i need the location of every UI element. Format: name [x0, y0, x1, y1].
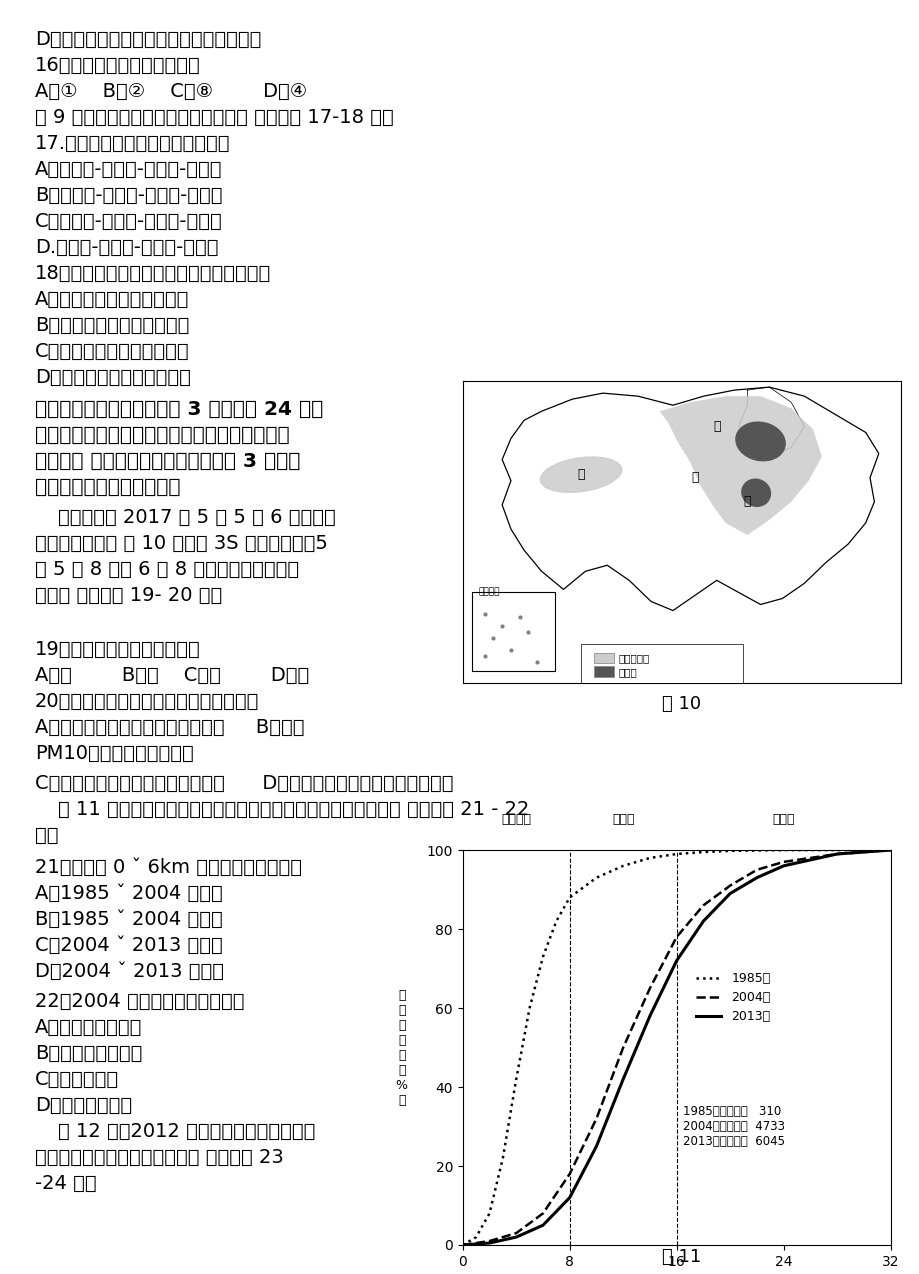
FancyBboxPatch shape — [581, 643, 743, 683]
Y-axis label: 累
计
百
分
比
（
%
）: 累 计 百 分 比 （ % ） — [395, 989, 407, 1107]
Polygon shape — [659, 396, 821, 535]
Text: A．①    B．②    C．⑧        D．④: A．① B．② C．⑧ D．④ — [35, 82, 307, 101]
Text: C．2004 ˇ 2013 年增多: C．2004 ˇ 2013 年增多 — [35, 936, 222, 956]
Text: 16．最适宜种植柑橘的地区是: 16．最适宜种植柑橘的地区是 — [35, 56, 200, 75]
Text: 18．洋山港建设对上海发展最重要的意义是: 18．洋山港建设对上海发展最重要的意义是 — [35, 264, 271, 283]
Text: A．1985 ˇ 2004 年增多: A．1985 ˇ 2004 年增多 — [35, 884, 222, 903]
Text: 21．该城市 0 ˇ 6km 的中心城区企业数量: 21．该城市 0 ˇ 6km 的中心城区企业数量 — [35, 857, 301, 877]
Text: B．1985 ˇ 2004 年减少: B．1985 ˇ 2004 年减少 — [35, 910, 222, 929]
Legend: 1985年, 2004年, 2013年: 1985年, 2004年, 2013年 — [691, 967, 775, 1028]
Text: 近郊区: 近郊区 — [611, 813, 634, 827]
Text: 中心城区: 中心城区 — [501, 813, 530, 827]
Text: 图 10: 图 10 — [662, 696, 701, 713]
Text: 甲: 甲 — [712, 420, 720, 433]
Polygon shape — [502, 387, 878, 610]
Text: 1985年企业总数   310
2004年企业总数  4733
2013年企业总数  6045: 1985年企业总数 310 2004年企业总数 4733 2013年企业总数 6… — [683, 1105, 785, 1148]
FancyBboxPatch shape — [594, 652, 613, 664]
Text: PM10含量，加重大气污染: PM10含量，加重大气污染 — [35, 744, 194, 763]
Text: A．甲        B．乙    C．丙        D．丁: A．甲 B．乙 C．丙 D．丁 — [35, 666, 309, 685]
Text: 图 9 为「上海港口迁移过程示意图」。 读图回答 17-18 题。: 图 9 为「上海港口迁移过程示意图」。 读图回答 17-18 题。 — [35, 108, 393, 127]
Text: A．传播流感病毒，诱发呼吸道疾病     B．增加: A．传播流感病毒，诱发呼吸道疾病 B．增加 — [35, 719, 304, 736]
Text: D．逆城市化阶段: D．逆城市化阶段 — [35, 1096, 132, 1115]
Text: B．深海港-门户港-千流港-支流港: B．深海港-门户港-千流港-支流港 — [35, 186, 222, 205]
Text: 中央气象台 2017 年 5 月 5 日 6 时发布沙: 中央气象台 2017 年 5 月 5 日 6 时发布沙 — [58, 508, 335, 527]
Text: D．2004 ˇ 2013 年减少: D．2004 ˇ 2013 年减少 — [35, 962, 223, 981]
Text: D.支流港-干流港-门户港-深海潜: D.支流港-干流港-门户港-深海潜 — [35, 238, 219, 257]
FancyBboxPatch shape — [594, 666, 613, 676]
Text: 续发展水平的三角形统计图」。 读图回答 23: 续发展水平的三角形统计图」。 读图回答 23 — [35, 1148, 283, 1167]
Text: 月 5 日 8 时至 6 日 8 时全国沙尘落区预报: 月 5 日 8 时至 6 日 8 时全国沙尘落区预报 — [35, 561, 299, 578]
Text: A．门户港-支流港-深海港-千流港: A．门户港-支流港-深海港-千流港 — [35, 161, 222, 180]
Text: C．提升国际航运中心的地位: C．提升国际航运中心的地位 — [35, 341, 189, 361]
Text: D．临近水库，水体对当地气候调节作用强: D．临近水库，水体对当地气候调节作用强 — [35, 31, 261, 48]
Text: 尘暴蓝色预警。 图 10 为运用 3S 技术生成的。5: 尘暴蓝色预警。 图 10 为运用 3S 技术生成的。5 — [35, 534, 327, 553]
Text: 丙: 丙 — [690, 471, 698, 484]
Text: A．促进城市内部功能的变迁: A．促进城市内部功能的变迁 — [35, 290, 189, 310]
Text: C．干流港-门户港-支流港-深海港: C．干流港-门户港-支流港-深海港 — [35, 211, 222, 231]
Text: 南海诸岛: 南海诸岛 — [478, 587, 499, 596]
Text: 错、少选或不选均不得分。: 错、少选或不选均不得分。 — [35, 478, 180, 497]
Text: 乙: 乙 — [576, 468, 584, 482]
Text: B．工业化中期阶段: B．工业化中期阶段 — [35, 1043, 142, 1063]
Text: 图 12 为、2012 年山东半岛部分城市可持: 图 12 为、2012 年山东半岛部分城市可持 — [58, 1122, 315, 1142]
FancyBboxPatch shape — [471, 592, 554, 671]
Text: 在每小题给出的四个选项中，有两项是符合题目: 在每小题给出的四个选项中，有两项是符合题目 — [35, 426, 289, 445]
Text: 图 11: 图 11 — [662, 1249, 701, 1266]
Text: 要求的。 每小题选两项且全选对者得 3 分，选: 要求的。 每小题选两项且全选对者得 3 分，选 — [35, 452, 300, 471]
Text: C．郊区化阶段: C．郊区化阶段 — [35, 1070, 119, 1089]
Text: 远郊区: 远郊区 — [772, 813, 794, 827]
Text: 题。: 题。 — [35, 826, 59, 845]
Ellipse shape — [539, 457, 621, 492]
Text: 丁: 丁 — [743, 496, 750, 508]
Text: 图」。 读图回答 19- 20 题。: 图」。 读图回答 19- 20 题。 — [35, 586, 222, 605]
Text: 20．扬尘、沙尘暴天气造成的影响主要有: 20．扬尘、沙尘暴天气造成的影响主要有 — [35, 692, 259, 711]
Text: 17.港口区位迁移形成的拓建模式是: 17.港口区位迁移形成的拓建模式是 — [35, 134, 231, 153]
Text: 沙尘暴: 沙尘暴 — [618, 666, 636, 676]
Text: 图 11 为「我国某城市制造业企业数量及其空间分布变化图」。 读图回答 21 - 22: 图 11 为「我国某城市制造业企业数量及其空间分布变化图」。 读图回答 21 -… — [58, 800, 528, 819]
Text: A．工业化初期阶段: A．工业化初期阶段 — [35, 1018, 142, 1037]
Text: B．加速临港工业的快速发展: B．加速临港工业的快速发展 — [35, 316, 189, 335]
Ellipse shape — [735, 422, 784, 461]
Text: C．加重大气的酸性，腑蚀文物古迹      D．影响大气能见度，引发交通事故: C．加重大气的酸性，腑蚀文物古迹 D．影响大气能见度，引发交通事故 — [35, 775, 453, 792]
Ellipse shape — [741, 479, 769, 506]
Text: 扬尘或浮尘: 扬尘或浮尘 — [618, 654, 649, 664]
Text: D．推动产业的全面转型升级: D．推动产业的全面转型升级 — [35, 368, 190, 387]
Text: 22．2004 年之后，该城市已进入: 22．2004 年之后，该城市已进入 — [35, 992, 244, 1012]
Text: 19．本次沙尘暴的沙源主要为: 19．本次沙尘暴的沙源主要为 — [35, 640, 200, 659]
Text: -24 题。: -24 题。 — [35, 1175, 96, 1192]
Text: （二）双项选择题：每小题 3 分，共计 24 分。: （二）双项选择题：每小题 3 分，共计 24 分。 — [35, 400, 323, 419]
